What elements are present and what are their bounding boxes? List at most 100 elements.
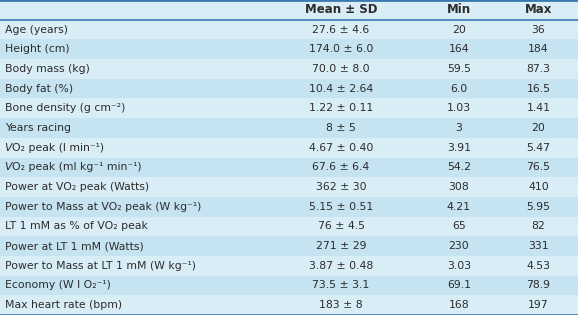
Text: 65: 65 (452, 221, 466, 232)
Bar (263, 236, 419, 256)
Text: 3.03: 3.03 (447, 261, 471, 271)
Text: Mean ± SD: Mean ± SD (305, 3, 377, 16)
Text: 5.15 ± 0.51: 5.15 ± 0.51 (309, 202, 373, 212)
Text: Bone density (g cm⁻²): Bone density (g cm⁻²) (5, 103, 125, 113)
Bar (499, 295, 578, 315)
Text: 331: 331 (528, 241, 549, 251)
Bar (419, 236, 499, 256)
Bar (419, 59, 499, 79)
Bar (0, 59, 263, 79)
Bar (0, 295, 263, 315)
Bar (419, 276, 499, 295)
Text: 82: 82 (532, 221, 545, 232)
Bar (263, 197, 419, 217)
Text: 36: 36 (532, 25, 545, 35)
Bar (0, 177, 263, 197)
Bar (499, 236, 578, 256)
Text: 4.67 ± 0.40: 4.67 ± 0.40 (309, 143, 373, 153)
Text: Age (years): Age (years) (5, 25, 68, 35)
Bar (499, 276, 578, 295)
Text: 5.47: 5.47 (527, 143, 550, 153)
Text: 78.9: 78.9 (527, 280, 550, 290)
Bar (0, 236, 263, 256)
Text: 1.03: 1.03 (447, 103, 471, 113)
Bar (419, 79, 499, 98)
Bar (419, 158, 499, 177)
Bar (499, 256, 578, 276)
Bar (419, 217, 499, 236)
Text: 197: 197 (528, 300, 549, 310)
Text: 1.41: 1.41 (527, 103, 550, 113)
Text: Power at VO₂ peak (Watts): Power at VO₂ peak (Watts) (5, 182, 149, 192)
Bar (419, 295, 499, 315)
Bar (499, 158, 578, 177)
Text: O₂ peak (l min⁻¹): O₂ peak (l min⁻¹) (12, 143, 103, 153)
Bar (263, 98, 419, 118)
Bar (499, 138, 578, 158)
Text: 4.21: 4.21 (447, 202, 471, 212)
Text: Years racing: Years racing (5, 123, 71, 133)
Text: LT 1 mM as % of VO₂ peak: LT 1 mM as % of VO₂ peak (5, 221, 147, 232)
Text: 8 ± 5: 8 ± 5 (326, 123, 356, 133)
Text: 174.0 ± 6.0: 174.0 ± 6.0 (309, 44, 373, 54)
Bar (263, 39, 419, 59)
Text: V: V (5, 143, 12, 153)
Text: 410: 410 (528, 182, 549, 192)
Text: Economy (W l O₂⁻¹): Economy (W l O₂⁻¹) (5, 280, 110, 290)
Text: 230: 230 (449, 241, 469, 251)
Text: 3.87 ± 0.48: 3.87 ± 0.48 (309, 261, 373, 271)
Bar (419, 256, 499, 276)
Text: V: V (5, 162, 12, 172)
Bar (263, 217, 419, 236)
Bar (499, 39, 578, 59)
Text: 168: 168 (449, 300, 469, 310)
Bar (499, 118, 578, 138)
Text: 20: 20 (452, 25, 466, 35)
Text: Power to Mass at VO₂ peak (W kg⁻¹): Power to Mass at VO₂ peak (W kg⁻¹) (5, 202, 201, 212)
Text: 87.3: 87.3 (527, 64, 550, 74)
Bar (0, 20, 263, 39)
Bar (263, 0, 419, 20)
Bar (0, 79, 263, 98)
Bar (263, 177, 419, 197)
Bar (263, 256, 419, 276)
Bar (499, 79, 578, 98)
Text: Height (cm): Height (cm) (5, 44, 69, 54)
Bar (499, 217, 578, 236)
Bar (0, 276, 263, 295)
Bar (499, 59, 578, 79)
Text: 184: 184 (528, 44, 549, 54)
Text: 67.6 ± 6.4: 67.6 ± 6.4 (312, 162, 370, 172)
Bar (0, 158, 263, 177)
Bar (263, 138, 419, 158)
Bar (0, 256, 263, 276)
Text: Power at LT 1 mM (Watts): Power at LT 1 mM (Watts) (5, 241, 143, 251)
Text: 73.5 ± 3.1: 73.5 ± 3.1 (312, 280, 370, 290)
Text: 271 ± 29: 271 ± 29 (316, 241, 366, 251)
Text: 59.5: 59.5 (447, 64, 471, 74)
Bar (0, 0, 263, 20)
Bar (0, 197, 263, 217)
Text: 54.2: 54.2 (447, 162, 471, 172)
Text: Max heart rate (bpm): Max heart rate (bpm) (5, 300, 122, 310)
Text: 76 ± 4.5: 76 ± 4.5 (317, 221, 365, 232)
Text: 3: 3 (455, 123, 462, 133)
Text: Body mass (kg): Body mass (kg) (5, 64, 90, 74)
Bar (263, 79, 419, 98)
Text: 10.4 ± 2.64: 10.4 ± 2.64 (309, 83, 373, 94)
Text: 4.53: 4.53 (527, 261, 550, 271)
Text: 20: 20 (531, 123, 546, 133)
Text: 308: 308 (449, 182, 469, 192)
Bar (419, 39, 499, 59)
Text: 5.95: 5.95 (527, 202, 550, 212)
Bar (419, 0, 499, 20)
Bar (499, 20, 578, 39)
Text: 183 ± 8: 183 ± 8 (319, 300, 363, 310)
Bar (499, 98, 578, 118)
Bar (0, 39, 263, 59)
Bar (419, 118, 499, 138)
Text: 6.0: 6.0 (450, 83, 468, 94)
Bar (419, 98, 499, 118)
Bar (419, 197, 499, 217)
Bar (499, 197, 578, 217)
